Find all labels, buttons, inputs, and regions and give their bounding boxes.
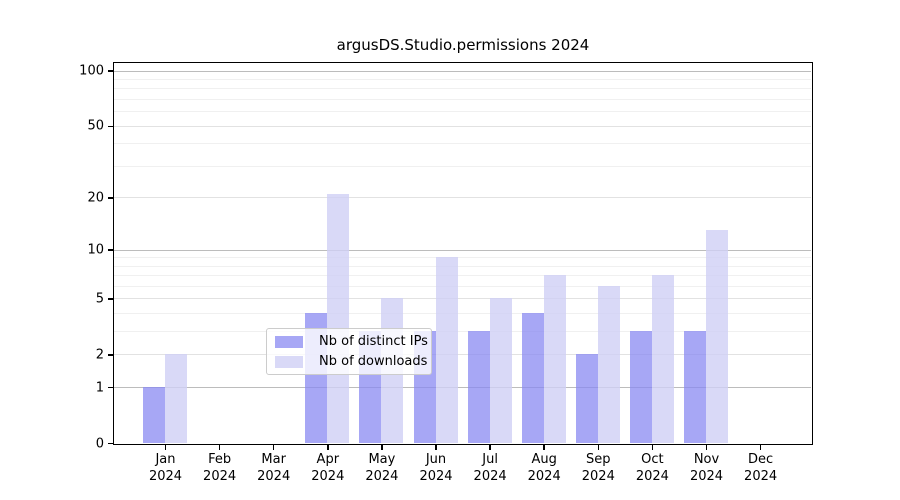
gridline-minor [114, 88, 811, 90]
y-tick-label: 2 [95, 347, 104, 363]
gridline-minor-labeled [114, 298, 811, 300]
legend-swatch-downloads [275, 355, 303, 368]
bar-downloads-aug [543, 275, 566, 443]
x-tick-mark [164, 445, 167, 450]
y-tick-mark [108, 442, 113, 445]
gridline-major [114, 387, 811, 389]
gridline-minor [114, 313, 811, 315]
y-tick-mark [108, 197, 113, 199]
bar-downloads-jun [435, 257, 458, 443]
x-tick-mark [327, 445, 329, 450]
gridline-minor [114, 99, 811, 101]
gridline-major [114, 249, 811, 251]
x-tick-label: Jul 2024 [473, 452, 507, 484]
legend-label-distinct-ips: Nb of distinct IPs [319, 334, 428, 349]
gridline-minor [114, 165, 811, 167]
legend: Nb of distinct IPs Nb of downloads [266, 328, 432, 375]
gridline-minor [114, 331, 811, 333]
x-tick-label: Jan 2024 [148, 452, 183, 484]
bar-downloads-sep [597, 285, 620, 443]
legend-label-downloads: Nb of downloads [319, 354, 428, 369]
bar-distinct-ips-jan [143, 387, 165, 443]
x-tick-label: Apr 2024 [311, 452, 345, 484]
y-tick-label: 0 [95, 436, 104, 451]
x-tick-mark [381, 445, 383, 450]
gridline-minor [114, 275, 811, 277]
x-tick-label: Nov 2024 [689, 452, 724, 484]
x-tick-mark [651, 445, 654, 450]
y-tick-mark [108, 386, 113, 389]
x-tick-label: Aug 2024 [527, 452, 561, 484]
y-tick-label: 100 [79, 63, 104, 79]
gridline-minor [114, 257, 811, 259]
x-tick-mark [759, 445, 762, 450]
bar-downloads-jul [489, 298, 512, 443]
bar-distinct-ips-nov [684, 331, 706, 443]
y-tick-mark [108, 298, 113, 300]
gridline-minor [114, 111, 811, 113]
y-tick-label: 5 [95, 291, 104, 307]
bar-downloads-oct [651, 275, 674, 443]
bar-downloads-jan [165, 354, 187, 443]
x-tick-mark [705, 445, 708, 450]
bar-downloads-nov [706, 230, 728, 443]
gridline-major [114, 70, 811, 72]
x-tick-label: May 2024 [365, 452, 399, 484]
y-tick-mark [108, 70, 113, 72]
y-tick-label: 10 [87, 242, 104, 258]
x-tick-mark [435, 445, 437, 450]
gridline-minor [114, 79, 811, 81]
gridline-minor-labeled [114, 354, 811, 356]
x-tick-mark [272, 445, 275, 450]
bar-distinct-ips-oct [629, 331, 652, 443]
bar-distinct-ips-aug [521, 313, 544, 443]
legend-swatch-distinct-ips [275, 335, 303, 348]
x-tick-label: Mar 2024 [257, 452, 291, 484]
bar-distinct-ips-sep [575, 354, 598, 443]
y-tick-label: 50 [87, 118, 104, 134]
legend-item-distinct-ips: Nb of distinct IPs [273, 333, 428, 350]
chart-title: argusDS.Studio.permissions 2024 [336, 36, 590, 54]
y-tick-label: 20 [87, 190, 104, 206]
plot-area [113, 62, 813, 445]
y-tick-label: 1 [95, 380, 104, 396]
y-tick-mark [108, 249, 113, 251]
x-tick-mark [597, 445, 600, 450]
legend-item-downloads: Nb of downloads [273, 353, 428, 370]
gridline-minor-labeled [114, 125, 811, 127]
bar-distinct-ips-jul [467, 331, 490, 443]
x-tick-mark [218, 445, 221, 450]
x-tick-label: Jun 2024 [419, 452, 453, 484]
gridline-minor [114, 285, 811, 287]
y-tick-mark [108, 125, 113, 127]
gridline-minor [114, 265, 811, 267]
x-tick-label: Oct 2024 [635, 452, 669, 484]
x-tick-mark [489, 445, 491, 450]
x-tick-label: Sep 2024 [581, 452, 615, 484]
gridline-minor [114, 143, 811, 145]
x-tick-mark [543, 445, 545, 450]
y-tick-mark [108, 354, 113, 356]
x-tick-label: Dec 2024 [744, 452, 778, 484]
bar-downloads-apr [327, 193, 350, 443]
gridline-minor-labeled [114, 197, 811, 199]
x-tick-label: Feb 2024 [203, 452, 237, 484]
